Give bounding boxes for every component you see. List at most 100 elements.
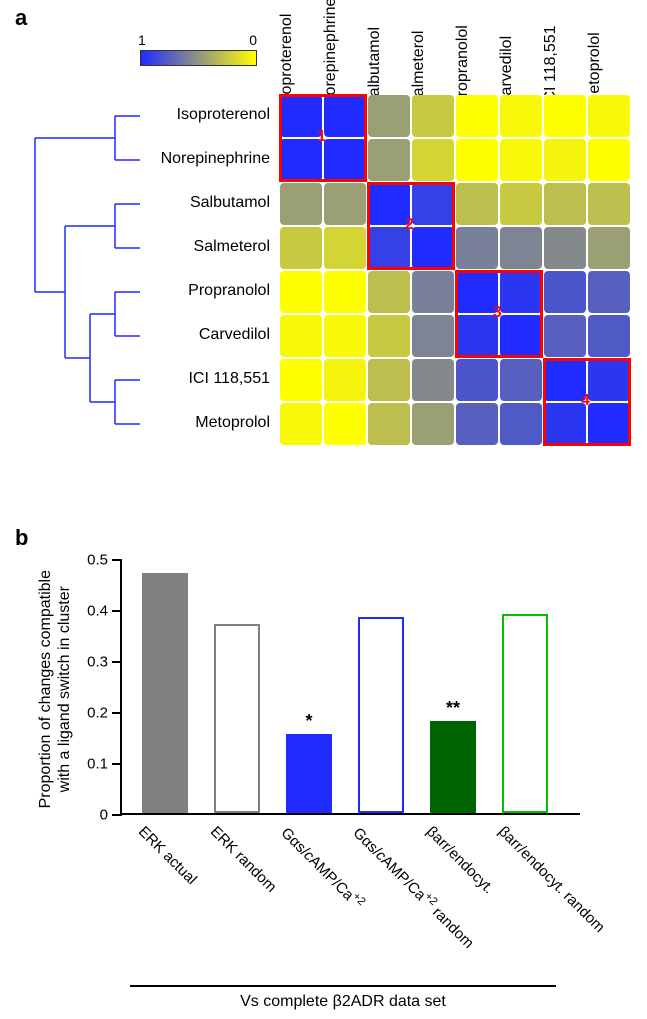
row-label: Norepinephrine [140, 150, 270, 168]
y-tick-label: 0.4 [68, 603, 108, 620]
y-tick [112, 610, 122, 612]
heatmap-cell [368, 315, 410, 357]
heatmap-cell [544, 359, 586, 401]
heatmap-cell [368, 183, 410, 225]
heatmap-cell [456, 359, 498, 401]
heatmap-cell [324, 271, 366, 313]
heatmap-cell [280, 227, 322, 269]
heatmap-cell [456, 315, 498, 357]
dendrogram [25, 95, 140, 431]
heatmap-cell [544, 271, 586, 313]
bar-chart: 00.10.20.30.40.5*** [120, 560, 580, 815]
heatmap-cell [544, 139, 586, 181]
heatmap-cell [500, 359, 542, 401]
heatmap-cell [456, 403, 498, 445]
heatmap-cell [324, 315, 366, 357]
heatmap-cell [280, 139, 322, 181]
heatmap-cell [500, 183, 542, 225]
heatmap-cell [280, 183, 322, 225]
heatmap-cell [324, 403, 366, 445]
heatmap-cell [500, 95, 542, 137]
heatmap-cell [500, 315, 542, 357]
heatmap-cell [500, 403, 542, 445]
heatmap-cell [368, 227, 410, 269]
heatmap-cell [368, 359, 410, 401]
heatmap-cell [412, 271, 454, 313]
row-label: Carvedilol [140, 326, 270, 344]
row-label: Salmeterol [140, 238, 270, 256]
heatmap-cell [544, 183, 586, 225]
heatmap-cell [412, 183, 454, 225]
color-scale: 1 0 [140, 50, 257, 66]
heatmap-cell [588, 315, 630, 357]
row-label: Propranolol [140, 282, 270, 300]
row-label: Metoprolol [140, 414, 270, 432]
significance-marker: * [305, 711, 312, 732]
heatmap-cell [412, 139, 454, 181]
bar [430, 721, 476, 813]
y-tick-label: 0 [68, 807, 108, 824]
heatmap-cell [280, 271, 322, 313]
heatmap-cell [324, 227, 366, 269]
heatmap-cell [412, 315, 454, 357]
x-label: ERK actual [135, 823, 200, 888]
heatmap-cell [412, 403, 454, 445]
row-label: Isoproterenol [140, 106, 270, 124]
heatmap-cell [280, 359, 322, 401]
heatmap-cell [500, 271, 542, 313]
y-tick [112, 712, 122, 714]
x-label: Gαs/cAMP/Ca+2 random [349, 823, 478, 952]
heatmap-cell [412, 359, 454, 401]
bar [214, 624, 260, 813]
x-label: βarr/endocyt. random [495, 823, 608, 936]
heatmap-cell [544, 227, 586, 269]
row-label: ICI 118,551 [140, 370, 270, 388]
heatmap-cell [588, 403, 630, 445]
heatmap-cell [456, 95, 498, 137]
heatmap-cell [544, 315, 586, 357]
heatmap-cell [280, 95, 322, 137]
heatmap-cell [368, 271, 410, 313]
heatmap-cell [324, 95, 366, 137]
heatmap-cell [588, 359, 630, 401]
heatmap-cell [412, 227, 454, 269]
panel-a: 1 0 Isoproterenol Norepinephrine Salbutamo… [0, 0, 647, 500]
heatmap-cell [412, 95, 454, 137]
row-label: Salbutamol [140, 194, 270, 212]
heatmap-cell [588, 271, 630, 313]
heatmap-cell [456, 271, 498, 313]
color-scale-bar [140, 50, 257, 66]
bar [358, 617, 404, 813]
y-tick-label: 0.3 [68, 654, 108, 671]
heatmap-cell [500, 139, 542, 181]
col-label: Isoproterenol [278, 14, 296, 107]
y-tick-label: 0.5 [68, 552, 108, 569]
y-tick [112, 661, 122, 663]
heatmap-cell [588, 183, 630, 225]
bar [142, 573, 188, 813]
bar [286, 734, 332, 813]
x-label: βarr/endocyt. [423, 823, 497, 897]
heatmap-cell [544, 95, 586, 137]
col-label: Norepinephrine [322, 0, 340, 107]
figure-page: a 1 0 IsoproterenolNorepinephrineSalbuta… [0, 0, 647, 1019]
heatmap-cell [456, 139, 498, 181]
y-tick [112, 559, 122, 561]
heatmap-cell [588, 227, 630, 269]
comparison-line [130, 985, 556, 987]
y-tick-label: 0.1 [68, 756, 108, 773]
bar [502, 614, 548, 813]
heatmap-cell [456, 183, 498, 225]
heatmap-cell [280, 403, 322, 445]
heatmap-cell [544, 403, 586, 445]
heatmap-cell [456, 227, 498, 269]
heatmap-cell [500, 227, 542, 269]
heatmap-cell [324, 359, 366, 401]
y-tick [112, 814, 122, 816]
x-label: ERK random [207, 823, 280, 896]
y-tick-label: 0.2 [68, 705, 108, 722]
cscale-left: 1 [138, 32, 146, 48]
heatmap-cell [324, 183, 366, 225]
heatmap-cell [280, 315, 322, 357]
panel-b: Proportion of changes compatiblewith a l… [0, 520, 647, 1019]
